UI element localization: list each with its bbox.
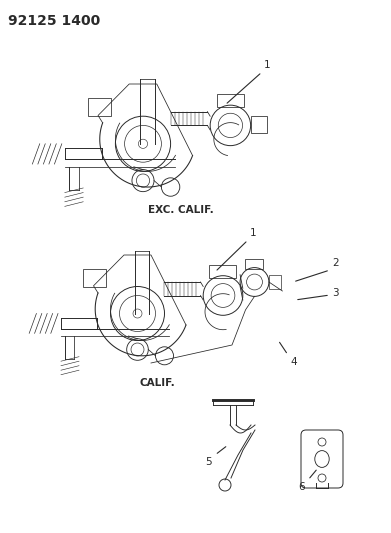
Text: 1: 1 <box>264 60 271 70</box>
Bar <box>84 269 106 287</box>
Bar <box>210 265 237 278</box>
Bar <box>251 116 267 133</box>
Text: EXC. CALIF.: EXC. CALIF. <box>148 205 214 215</box>
Bar <box>88 98 111 116</box>
Text: 1: 1 <box>250 228 256 238</box>
Text: CALIF.: CALIF. <box>140 378 176 388</box>
Text: 92125 1400: 92125 1400 <box>8 14 100 28</box>
Text: 3: 3 <box>332 288 339 298</box>
Text: 2: 2 <box>332 258 339 268</box>
Text: 4: 4 <box>290 357 297 367</box>
Bar <box>217 94 244 107</box>
Bar <box>246 259 264 269</box>
Bar <box>269 275 282 289</box>
Text: 5: 5 <box>205 457 212 467</box>
Text: 6: 6 <box>298 482 305 492</box>
